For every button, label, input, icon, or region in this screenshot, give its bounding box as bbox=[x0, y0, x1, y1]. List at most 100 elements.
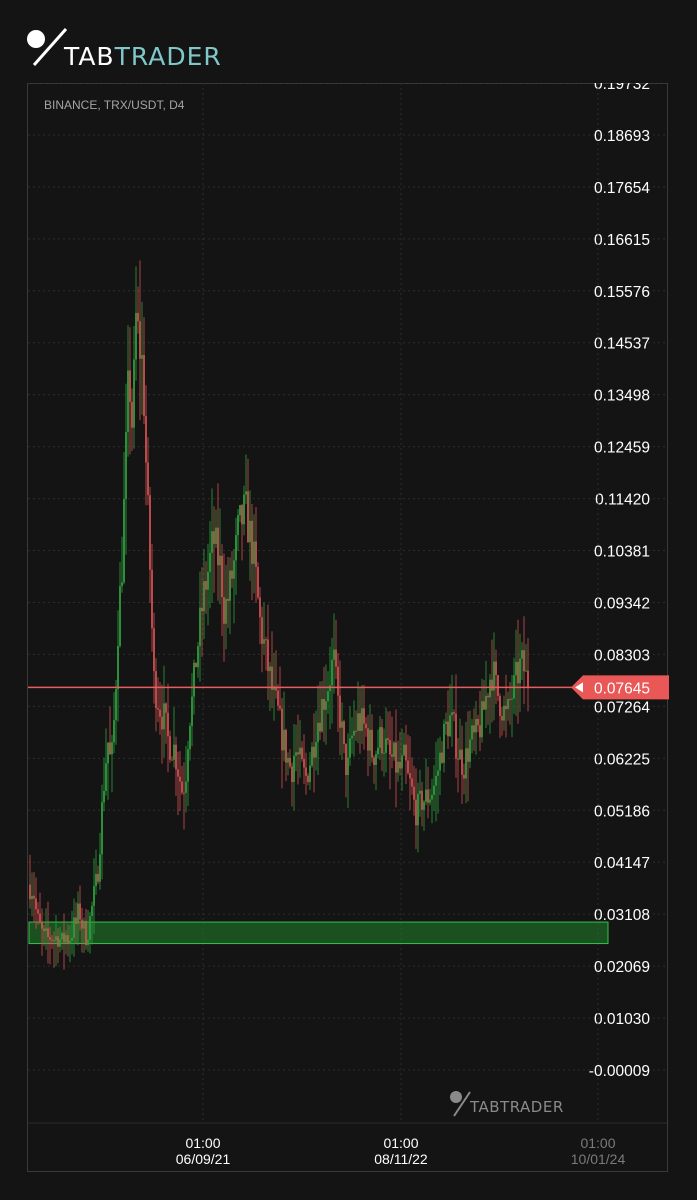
candle-body bbox=[361, 708, 363, 731]
candle-body bbox=[125, 432, 127, 500]
y-tick-label: 0.17654 bbox=[594, 180, 650, 197]
candle-body bbox=[95, 873, 97, 887]
candle-body bbox=[191, 696, 193, 726]
logo-word-tab: TAB bbox=[64, 42, 115, 71]
candle-body bbox=[341, 721, 343, 728]
candle-body bbox=[133, 359, 135, 428]
candle-body bbox=[515, 661, 517, 676]
candle-body bbox=[489, 679, 491, 698]
candle-body bbox=[271, 666, 273, 690]
candle-body bbox=[43, 928, 45, 932]
candle-body bbox=[459, 749, 461, 760]
candle-body bbox=[103, 790, 105, 803]
candle-body bbox=[383, 752, 385, 754]
y-tick-label: 0.12459 bbox=[594, 440, 650, 457]
x-tick-date: 08/11/22 bbox=[374, 1151, 428, 1167]
candle-body bbox=[225, 598, 227, 624]
candle-body bbox=[387, 738, 389, 741]
candle-body bbox=[311, 746, 313, 766]
candle-body bbox=[349, 738, 351, 758]
candle-body bbox=[325, 701, 327, 710]
candle-body bbox=[119, 586, 121, 647]
candle-body bbox=[399, 761, 401, 769]
candle-body bbox=[175, 744, 177, 770]
candle-body bbox=[439, 752, 441, 771]
y-tick-label: 0.06225 bbox=[594, 751, 650, 768]
candle-body bbox=[261, 617, 263, 644]
candle-body bbox=[521, 650, 523, 659]
candle-body bbox=[457, 758, 459, 760]
candle-body bbox=[427, 789, 429, 803]
candle-body bbox=[39, 913, 41, 923]
candle-body bbox=[53, 940, 55, 942]
candle-body bbox=[169, 736, 171, 760]
candle-body bbox=[57, 936, 59, 947]
candle-body bbox=[145, 416, 147, 463]
candle-body bbox=[69, 940, 71, 945]
candle-body bbox=[523, 650, 525, 672]
candle-body bbox=[147, 462, 149, 496]
support-zone bbox=[28, 921, 609, 945]
candle-body bbox=[35, 898, 37, 910]
candle-body bbox=[87, 939, 89, 946]
candle-body bbox=[423, 801, 425, 810]
candle-body bbox=[479, 725, 481, 738]
candles-group bbox=[29, 260, 529, 970]
candle-body bbox=[473, 725, 475, 733]
candle-body bbox=[345, 743, 347, 776]
candle-body bbox=[337, 666, 339, 696]
candle-body bbox=[195, 662, 197, 668]
candle-body bbox=[501, 716, 503, 721]
candle-body bbox=[433, 785, 435, 795]
candle-body bbox=[329, 685, 331, 692]
y-tick-label: 0.16615 bbox=[594, 232, 650, 249]
candle-body bbox=[135, 312, 137, 360]
candle-body bbox=[131, 401, 133, 428]
candle-body bbox=[487, 695, 489, 698]
candle-body bbox=[331, 659, 333, 686]
y-tick-label: 0.05186 bbox=[594, 803, 650, 820]
candle-body bbox=[71, 937, 73, 941]
candle-body bbox=[67, 935, 69, 945]
chart-frame[interactable] bbox=[27, 83, 668, 1172]
candle-body bbox=[371, 729, 373, 758]
candle-body bbox=[123, 499, 125, 583]
y-tick-label: 0.08303 bbox=[594, 647, 650, 664]
candle-body bbox=[499, 695, 501, 717]
candle-body bbox=[317, 722, 319, 743]
candle-body bbox=[413, 786, 415, 800]
tabtrader-watermark: TABTRADER bbox=[448, 1088, 578, 1118]
candle-body bbox=[447, 721, 449, 737]
candle-body bbox=[37, 909, 39, 914]
candle-body bbox=[463, 774, 465, 779]
candle-body bbox=[437, 770, 439, 776]
candle-body bbox=[293, 755, 295, 782]
candle-body bbox=[257, 566, 259, 598]
candle-body bbox=[153, 628, 155, 672]
candle-body bbox=[347, 757, 349, 776]
candle-body bbox=[455, 713, 457, 759]
y-tick-label: 0.13498 bbox=[594, 388, 650, 405]
candle-body bbox=[363, 708, 365, 724]
candle-body bbox=[391, 754, 393, 757]
candle-body bbox=[111, 742, 113, 755]
candle-body bbox=[313, 746, 315, 758]
candle-body bbox=[243, 494, 245, 525]
candle-body bbox=[333, 649, 335, 660]
candle-body bbox=[115, 689, 117, 721]
candle-body bbox=[219, 555, 221, 566]
candle-body bbox=[285, 729, 287, 763]
candle-body bbox=[303, 759, 305, 768]
candle-body bbox=[227, 598, 229, 601]
candle-body bbox=[193, 662, 195, 697]
y-tick-label: 0.01030 bbox=[594, 1011, 650, 1028]
candle-body bbox=[129, 370, 131, 402]
candle-body bbox=[187, 749, 189, 782]
candle-body bbox=[441, 752, 443, 763]
current-price-label: 0.07645 bbox=[594, 680, 650, 697]
candle-body bbox=[291, 766, 293, 782]
candle-body bbox=[279, 705, 281, 709]
candle-body bbox=[467, 748, 469, 762]
logo-word-trader: TRADER bbox=[114, 42, 222, 71]
